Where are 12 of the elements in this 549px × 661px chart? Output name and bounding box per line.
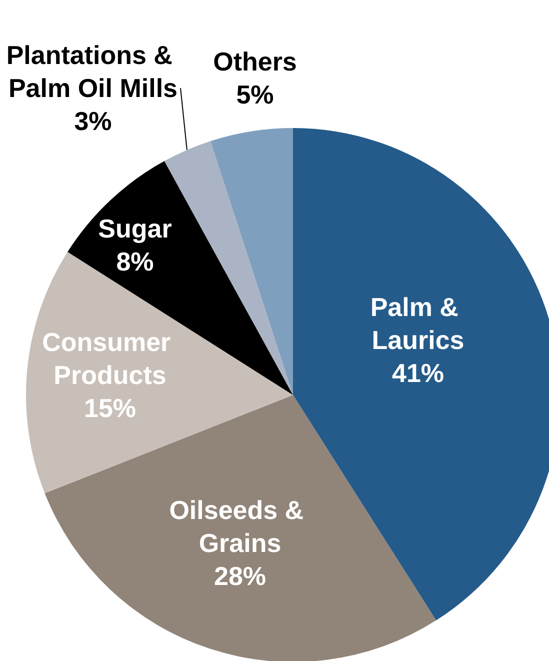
- slice-label: Consumer Products: [42, 327, 178, 390]
- data-label: 15%: [84, 393, 136, 423]
- slice-label: Others: [213, 46, 297, 76]
- data-label: 5%: [236, 80, 274, 110]
- data-label: 8%: [116, 246, 154, 276]
- data-label: 28%: [214, 561, 266, 591]
- data-label: 3%: [74, 106, 112, 136]
- slice-label: Sugar: [98, 214, 172, 244]
- data-label: 41%: [392, 358, 444, 388]
- slice-label: Oilseeds & Grains: [169, 495, 311, 558]
- slice-label: Palm & Laurics: [370, 292, 466, 355]
- slice-label: Plantations & Palm Oil Mills: [6, 40, 180, 103]
